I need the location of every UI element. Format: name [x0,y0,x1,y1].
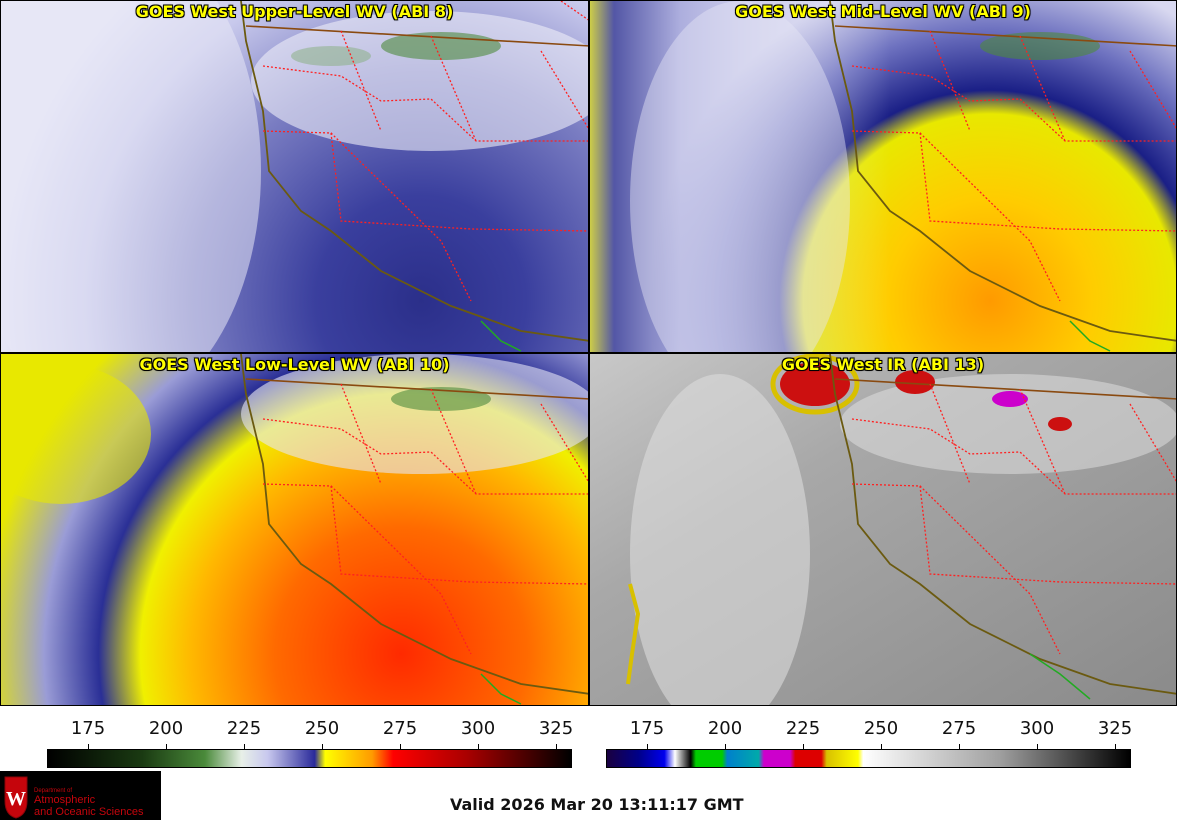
valid-time: Valid 2026 Mar 20 13:11:17 GMT [450,795,744,814]
ir-colorbar: 175 200 225 250 275 300 325 [589,706,1177,770]
logo-line1: Department of [34,788,73,794]
mid-level-wv-image [590,1,1176,352]
ir-tick-label: 250 [863,718,899,739]
ir-tick-label: 225 [785,718,821,739]
low-level-wv-image [1,354,588,705]
ir-colorbar-gradient [606,749,1131,768]
logo-line2: Atmospheric [34,794,96,806]
wv-tick-label: 175 [70,718,106,739]
panel-title: GOES West Upper-Level WV (ABI 8) [135,2,454,21]
wv-tick-label: 325 [538,718,574,739]
ir-image [590,354,1176,705]
wv-tick-label: 250 [304,718,340,739]
wv-tick-label: 200 [148,718,184,739]
panel-title: GOES West IR (ABI 13) [781,355,985,374]
ir-tick-label: 325 [1097,718,1133,739]
ir-tick-label: 200 [707,718,743,739]
wv-tick-label: 225 [226,718,262,739]
logo-line3: and Oceanic Sciences [34,806,144,818]
panel-upper-level-wv: GOES West Upper-Level WV (ABI 8) [0,0,589,353]
wv-colorbar: 175 200 225 250 275 300 325 [0,706,589,770]
ir-tick-label: 300 [1019,718,1055,739]
panel-ir: GOES West IR (ABI 13) [589,353,1177,706]
ir-tick-label: 275 [941,718,977,739]
panel-title: GOES West Low-Level WV (ABI 10) [139,355,450,374]
wv-colorbar-gradient [47,749,572,768]
upper-level-wv-image [1,1,588,352]
wisconsin-crest-icon: W [4,776,28,819]
ir-tick-label: 175 [629,718,665,739]
uw-aos-logo: W Department of Atmospheric and Oceanic … [0,771,161,820]
wv-tick-label: 275 [382,718,418,739]
panel-mid-level-wv: GOES West Mid-Level WV (ABI 9) [589,0,1177,353]
panel-title: GOES West Mid-Level WV (ABI 9) [735,2,1031,21]
wv-tick-label: 300 [460,718,496,739]
panel-low-level-wv: GOES West Low-Level WV (ABI 10) [0,353,589,706]
svg-text:W: W [6,788,26,810]
